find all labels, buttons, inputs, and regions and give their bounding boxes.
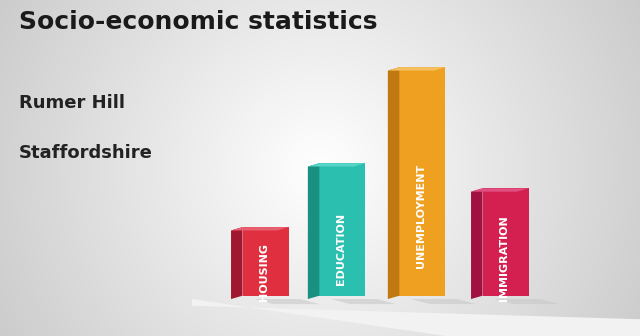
Text: HOUSING: HOUSING [259, 243, 269, 301]
Polygon shape [471, 188, 483, 299]
Polygon shape [308, 163, 319, 299]
Text: Socio-economic statistics: Socio-economic statistics [19, 10, 378, 34]
Polygon shape [231, 227, 289, 230]
Text: EDUCATION: EDUCATION [336, 213, 346, 285]
Text: IMMIGRATION: IMMIGRATION [499, 215, 509, 301]
Polygon shape [243, 227, 289, 296]
Polygon shape [483, 188, 529, 296]
Text: UNEMPLOYMENT: UNEMPLOYMENT [416, 164, 426, 268]
Text: Rumer Hill: Rumer Hill [19, 94, 125, 112]
Polygon shape [388, 67, 445, 71]
Polygon shape [231, 227, 243, 299]
Polygon shape [411, 299, 476, 304]
Polygon shape [388, 67, 399, 299]
Polygon shape [308, 163, 365, 167]
Polygon shape [331, 299, 396, 304]
Polygon shape [494, 299, 559, 304]
Text: Staffordshire: Staffordshire [19, 144, 153, 163]
Polygon shape [319, 163, 365, 296]
Polygon shape [192, 299, 640, 336]
Polygon shape [399, 67, 445, 296]
Polygon shape [254, 299, 319, 304]
Polygon shape [471, 188, 529, 192]
